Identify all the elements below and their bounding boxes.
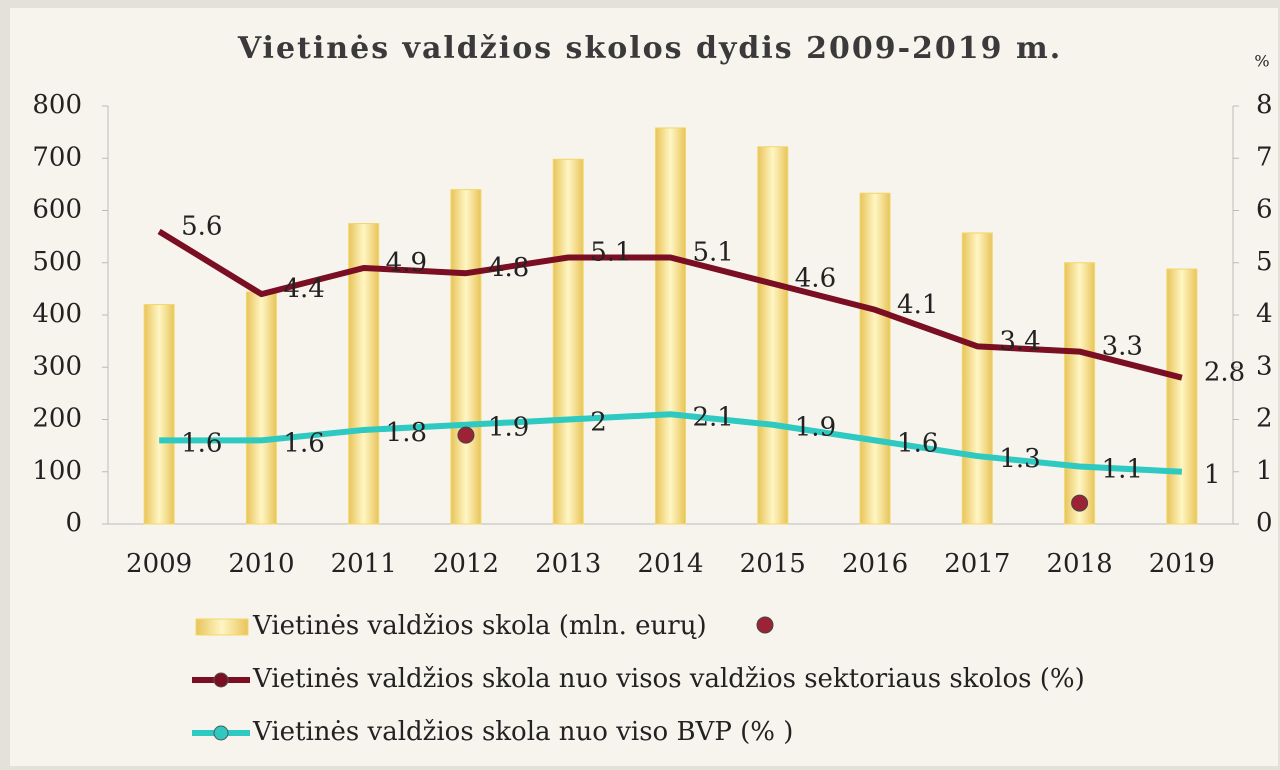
chart-title: Vietinės valdžios skolos dydis 2009-2019…: [237, 31, 1062, 66]
data-label: 5.6: [181, 211, 222, 241]
y2-tick-label: 1: [1256, 456, 1273, 486]
data-label: 3.3: [1102, 332, 1143, 362]
data-label: 1.9: [488, 413, 529, 443]
data-label: 1.6: [897, 428, 938, 458]
data-label: 1.6: [181, 428, 222, 458]
y-tick-label: 500: [32, 247, 82, 277]
y2-tick-label: 6: [1256, 195, 1273, 225]
data-label: 2: [590, 408, 607, 438]
data-label: 1.6: [283, 428, 324, 458]
data-label: 4.6: [795, 264, 836, 294]
x-tick-label: 2016: [842, 549, 908, 579]
legend-marker: [756, 616, 774, 634]
y2-tick-label: 0: [1256, 508, 1273, 538]
y-tick-label: 800: [32, 90, 82, 120]
y-tick-label: 700: [32, 142, 82, 172]
bar: [961, 232, 993, 525]
legend-label: Vietinės valdžios skola (mln. eurų): [252, 611, 707, 641]
x-tick-label: 2015: [740, 549, 806, 579]
scatter-point: [457, 426, 475, 444]
y-tick-label: 400: [32, 299, 82, 329]
x-tick-label: 2014: [637, 549, 703, 579]
data-label: 1.8: [386, 418, 427, 448]
x-tick-label: 2019: [1149, 549, 1215, 579]
scatter-point: [1071, 494, 1089, 512]
y2-tick-label: 4: [1256, 299, 1273, 329]
bar: [245, 291, 277, 525]
data-label: 1: [1204, 460, 1221, 490]
y2-tick-label: 5: [1256, 247, 1273, 277]
legend-marker: [195, 618, 249, 636]
data-label: 4.4: [283, 274, 324, 304]
y2-tick-label: 2: [1256, 404, 1273, 434]
line: [159, 411, 1183, 475]
y2-tick-label: 3: [1256, 351, 1273, 381]
x-tick-label: 2018: [1047, 549, 1113, 579]
y2-axis-label: %: [1254, 52, 1269, 71]
data-label: 1.1: [1102, 455, 1143, 485]
data-label: 1.3: [999, 444, 1040, 474]
data-label: 3.4: [999, 326, 1040, 356]
data-label: 5.1: [693, 238, 734, 268]
data-label: 2.1: [693, 402, 734, 432]
bar: [1064, 262, 1096, 525]
x-tick-label: 2011: [331, 549, 397, 579]
bar: [757, 146, 789, 525]
data-label: 1.9: [795, 413, 836, 443]
y2-tick-label: 7: [1256, 142, 1273, 172]
bar: [450, 189, 482, 525]
legend-marker: [213, 725, 229, 741]
legend-label: Vietinės valdžios skola nuo viso BVP (% …: [252, 717, 793, 747]
bar: [552, 158, 584, 525]
x-tick-label: 2009: [126, 549, 192, 579]
y-tick-label: 600: [32, 195, 82, 225]
bar: [348, 223, 380, 525]
bar: [655, 127, 686, 525]
data-label: 4.8: [488, 253, 529, 283]
data-label: 2.8: [1204, 358, 1245, 388]
x-tick-label: 2013: [535, 549, 601, 579]
y2-tick-label: 8: [1256, 90, 1273, 120]
legend-label: Vietinės valdžios skola nuo visos valdži…: [252, 664, 1085, 694]
x-tick-label: 2017: [944, 549, 1010, 579]
y-tick-label: 200: [32, 404, 82, 434]
data-label: 5.1: [590, 238, 631, 268]
x-tick-label: 2010: [228, 549, 294, 579]
bar: [143, 304, 175, 525]
data-label: 4.1: [897, 290, 938, 320]
bar: [1166, 268, 1198, 525]
bar: [859, 192, 891, 525]
legend-marker: [213, 672, 229, 688]
y-tick-label: 100: [32, 456, 82, 486]
y-tick-label: 300: [32, 351, 82, 381]
y-tick-label: 0: [65, 508, 82, 538]
line: [157, 228, 1183, 381]
x-tick-label: 2012: [433, 549, 499, 579]
data-label: 4.9: [386, 248, 427, 278]
